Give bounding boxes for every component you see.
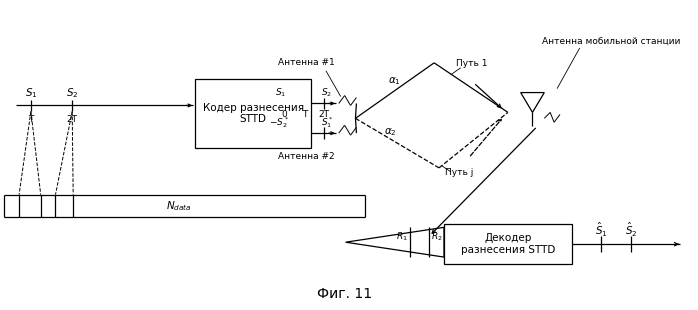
Text: $N_{data}$: $N_{data}$: [165, 200, 191, 213]
Text: $\hat{S}_1$: $\hat{S}_1$: [595, 221, 608, 239]
Text: $S_1^*$: $S_1^*$: [320, 115, 333, 130]
Text: Путь j: Путь j: [445, 168, 473, 177]
Text: Путь 1: Путь 1: [456, 59, 487, 68]
Text: $\alpha_1$: $\alpha_1$: [388, 75, 401, 86]
Text: T: T: [28, 115, 34, 124]
Text: $S_2$: $S_2$: [321, 86, 332, 99]
Text: $-S_2^*$: $-S_2^*$: [269, 115, 289, 130]
Bar: [444, 224, 572, 264]
Text: T: T: [302, 110, 307, 119]
Bar: [195, 79, 311, 148]
Text: $S_1$: $S_1$: [24, 87, 37, 100]
Text: Антенна #2: Антенна #2: [278, 153, 334, 162]
Text: 0: 0: [282, 110, 288, 119]
Text: 2T: 2T: [67, 115, 77, 124]
Text: Кодер разнесения
STTD: Кодер разнесения STTD: [202, 103, 304, 124]
Text: Декодер
разнесения STTD: Декодер разнесения STTD: [461, 233, 555, 255]
Text: Антенна #1: Антенна #1: [278, 58, 334, 67]
Text: Фиг. 11: Фиг. 11: [317, 287, 372, 301]
Text: Антенна мобильной станции: Антенна мобильной станции: [542, 37, 681, 46]
Text: $R_2$: $R_2$: [431, 230, 443, 242]
Text: $\alpha_2$: $\alpha_2$: [383, 126, 396, 138]
Text: $R_1$: $R_1$: [396, 230, 408, 242]
Text: 2T: 2T: [318, 110, 329, 119]
Text: $\hat{S}_2$: $\hat{S}_2$: [625, 221, 637, 239]
Text: $S_2$: $S_2$: [66, 87, 78, 100]
Text: $S_1$: $S_1$: [275, 86, 286, 99]
